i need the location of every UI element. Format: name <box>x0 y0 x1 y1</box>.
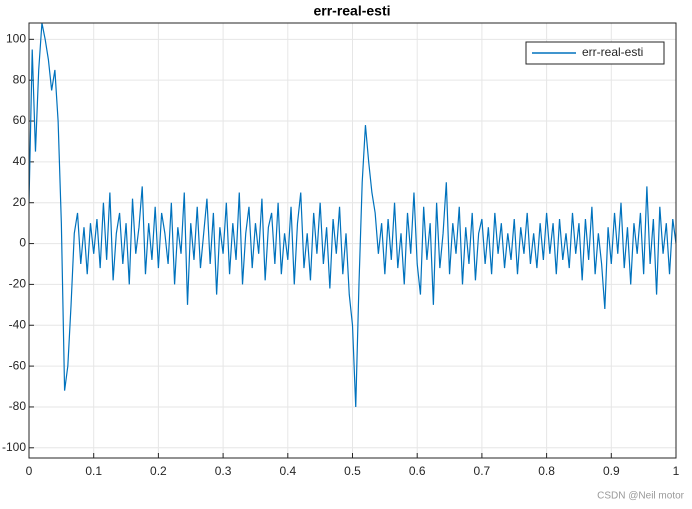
x-tick-label: 0.5 <box>344 464 361 478</box>
y-tick-label: 60 <box>13 113 27 127</box>
legend-label: err-real-esti <box>582 45 643 59</box>
y-tick-label: -80 <box>9 399 27 413</box>
y-tick-label: 20 <box>13 195 27 209</box>
x-tick-label: 0.1 <box>85 464 102 478</box>
legend-box <box>525 41 665 65</box>
x-tick-label: 0.8 <box>538 464 555 478</box>
data-line <box>29 23 676 407</box>
y-tick-label: 100 <box>6 32 26 46</box>
x-tick-label: 0.3 <box>215 464 232 478</box>
y-tick-label: 80 <box>13 72 27 86</box>
y-tick-label: 40 <box>13 154 27 168</box>
y-tick-label: -20 <box>9 277 27 291</box>
y-tick-label: -40 <box>9 317 27 331</box>
axes-box <box>28 22 677 459</box>
x-tick-label: 0.6 <box>409 464 426 478</box>
x-tick-label: 0.4 <box>279 464 296 478</box>
watermark: CSDN @Neil motor <box>597 491 685 502</box>
y-tick-label: -60 <box>9 358 27 372</box>
y-tick-label: 0 <box>19 236 26 250</box>
chart-title: err-real-esti <box>313 3 390 19</box>
x-tick-label: 1 <box>673 464 680 478</box>
x-tick-label: 0.7 <box>474 464 491 478</box>
x-tick-label: 0.2 <box>150 464 167 478</box>
y-tick-label: -100 <box>2 440 26 454</box>
x-tick-label: 0.9 <box>603 464 620 478</box>
x-tick-label: 0 <box>26 464 33 478</box>
